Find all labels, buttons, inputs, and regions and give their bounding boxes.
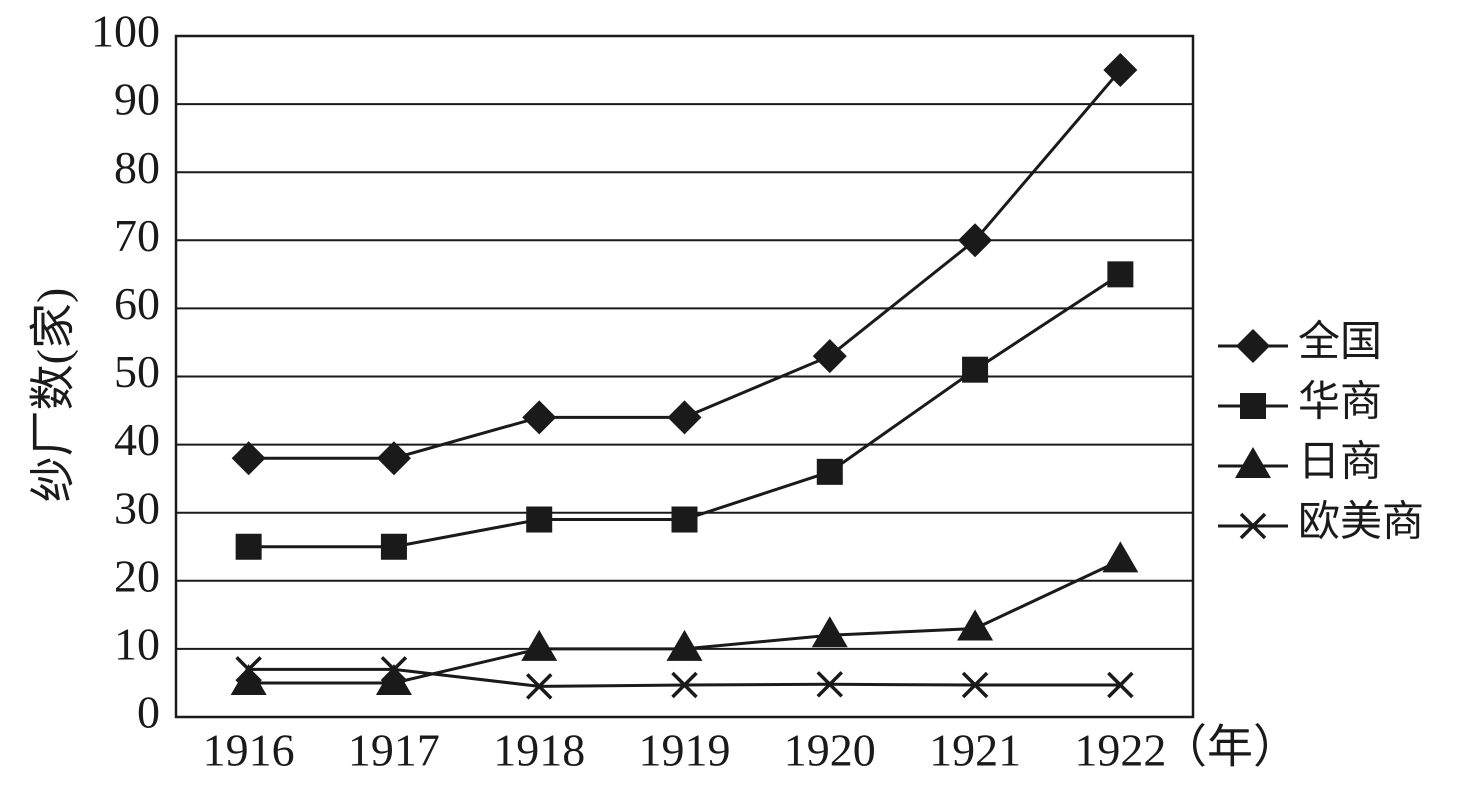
y-tick-label: 40 (114, 414, 160, 465)
x-unit-label: （年） (1161, 722, 1299, 773)
data-point (231, 441, 266, 476)
legend-label: 全国 (1298, 319, 1382, 366)
data-point (958, 223, 993, 258)
y-tick-label: 50 (114, 346, 160, 397)
data-point (1107, 671, 1134, 699)
data-point (671, 506, 698, 533)
legend-label: 欧美商 (1298, 500, 1424, 546)
data-point (380, 533, 407, 560)
data-point (962, 356, 989, 383)
legend-marker (1235, 447, 1271, 478)
data-point (525, 673, 553, 700)
data-point (812, 339, 847, 374)
x-tick-label: 1921 (929, 725, 1021, 776)
data-point (1102, 541, 1139, 573)
x-tick-label: 1920 (784, 725, 876, 776)
data-point (1107, 261, 1134, 288)
legend-marker (1239, 512, 1267, 540)
data-point (666, 629, 703, 661)
data-point (375, 663, 412, 695)
data-point (522, 400, 557, 435)
legend-label: 日商 (1298, 440, 1382, 486)
data-point (811, 616, 848, 648)
data-point (235, 533, 262, 560)
data-point (376, 441, 411, 476)
y-tick-label: 90 (114, 74, 160, 125)
data-point (816, 458, 843, 485)
x-tick-label: 1918 (493, 725, 585, 776)
y-tick-label: 20 (114, 550, 160, 601)
legend-label: 华商 (1298, 380, 1382, 426)
y-tick-label: 60 (114, 278, 160, 329)
data-point (380, 656, 408, 683)
plot-frame (174, 34, 1195, 719)
data-point (521, 629, 558, 661)
data-point (230, 663, 267, 695)
y-tick-label: 0 (137, 687, 160, 738)
data-point (816, 671, 844, 698)
data-point (961, 671, 989, 699)
legend-marker (1240, 393, 1266, 419)
y-tick-label: 100 (91, 6, 160, 57)
series-line (248, 559, 1121, 685)
data-point (235, 656, 262, 683)
y-tick-label: 80 (114, 142, 160, 193)
x-tick-label: 1919 (639, 725, 731, 776)
data-point (957, 609, 994, 641)
legend-marker (1236, 329, 1270, 363)
y-tick-label: 10 (114, 618, 160, 669)
data-point (526, 506, 553, 533)
data-point (671, 671, 698, 699)
x-tick-label: 1922 (1074, 725, 1166, 776)
data-point (667, 400, 702, 435)
x-tick-label: 1916 (203, 725, 295, 776)
x-tick-label: 1917 (348, 725, 440, 776)
series-line (248, 69, 1122, 460)
y-tick-label: 70 (114, 210, 160, 261)
y-tick-label: 30 (114, 482, 160, 533)
y-axis-label: 纱厂数(家) (28, 288, 79, 503)
data-point (1103, 53, 1138, 88)
